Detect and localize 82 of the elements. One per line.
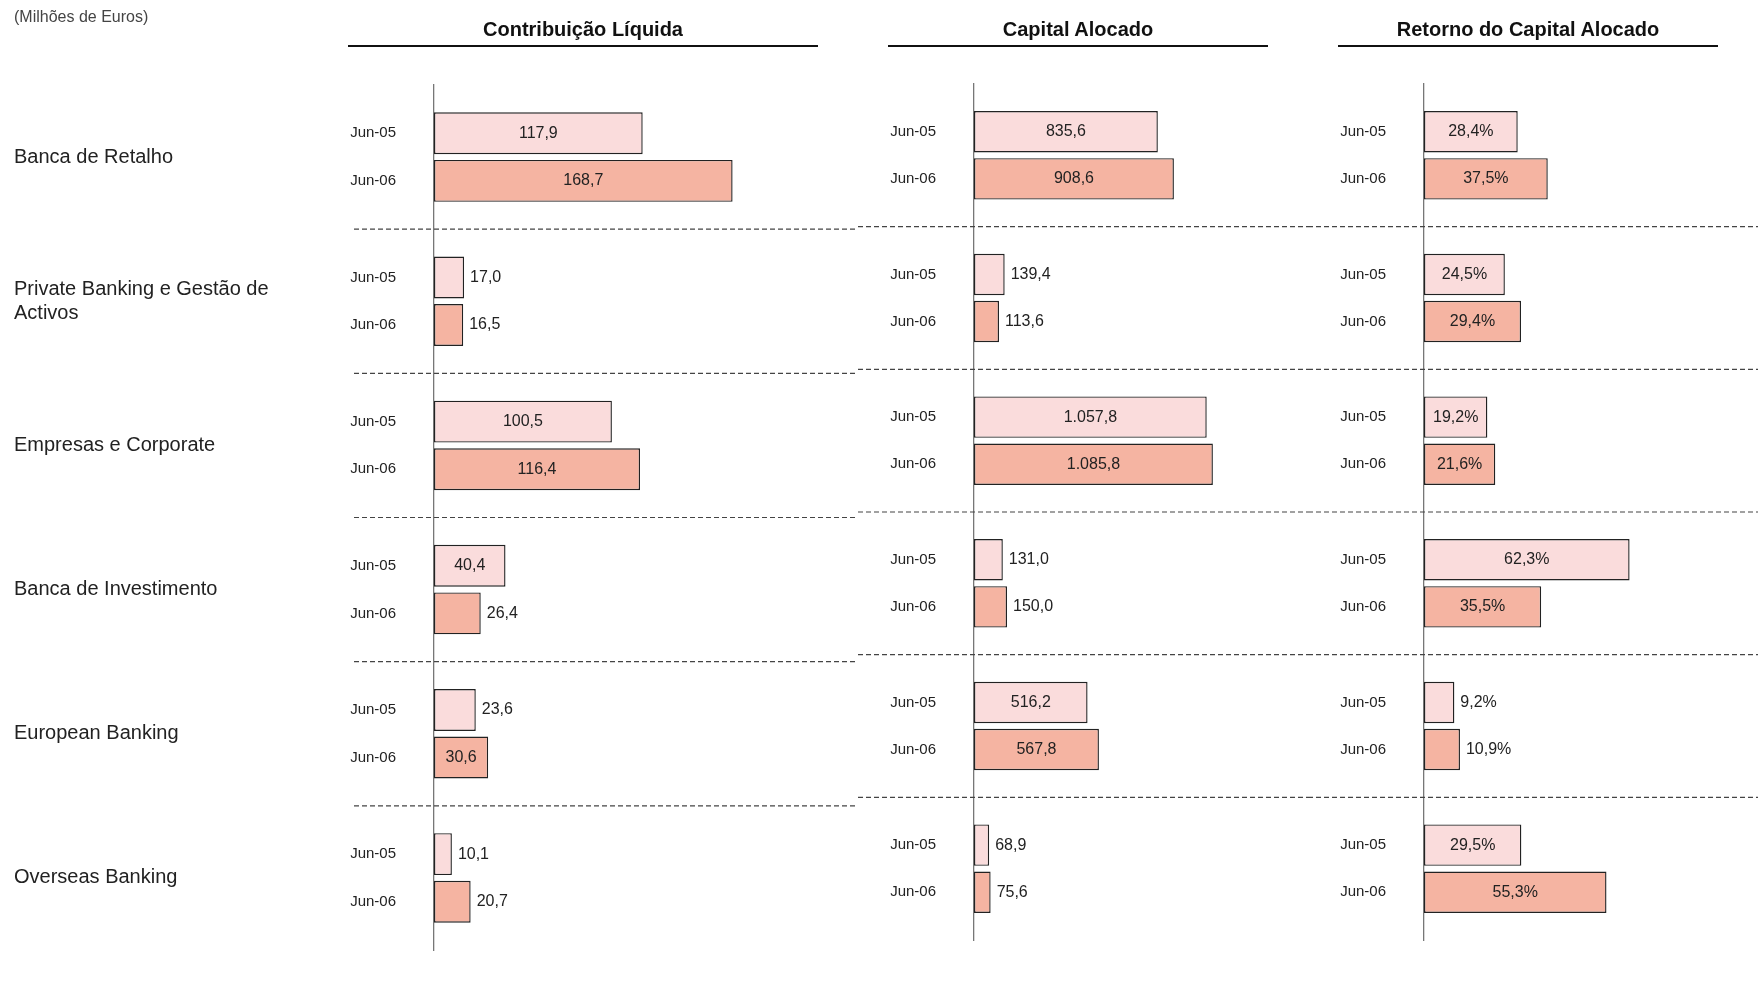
data-label: 117,9: [518, 123, 558, 141]
data-label: 75,6: [996, 882, 1028, 900]
text: Jun-06: [350, 171, 396, 189]
text: Jun-06: [890, 739, 936, 757]
data-label: 9,2%: [1460, 692, 1497, 710]
data-label: 131,0: [1008, 550, 1049, 568]
text: Jun-05: [350, 411, 396, 429]
data-label: 62,3%: [1504, 550, 1550, 568]
data-label: 68,9: [995, 835, 1027, 853]
y-tick-label: Private Banking e Gestão de Activos: [14, 276, 269, 323]
data-label: 139,4: [1010, 264, 1051, 282]
text: Jun-06: [890, 311, 936, 329]
data-label: 40,4: [454, 556, 486, 574]
data-label: 19,2%: [1432, 407, 1479, 425]
text: Jun-06: [1340, 454, 1386, 472]
data-label: 168,7: [563, 171, 604, 189]
data-label: 29,5%: [1449, 835, 1496, 853]
y-tick-label: Empresas e Corporate: [14, 432, 216, 455]
text: Jun-05: [1340, 549, 1386, 567]
data-label: 20,7: [476, 892, 508, 910]
data-label: 16,5: [469, 315, 501, 333]
text: Jun-05: [1340, 835, 1386, 853]
text: Jun-06: [890, 454, 936, 472]
data-label: 21,6%: [1436, 454, 1483, 472]
text: Jun-05: [1340, 407, 1386, 425]
text: Jun-06: [350, 603, 396, 621]
data-label: 10,9%: [1465, 739, 1512, 757]
data-label: 23,6: [481, 700, 514, 718]
data-label: 835,6: [1045, 122, 1087, 140]
text: Jun-06: [350, 891, 396, 909]
text: Jun-05: [890, 264, 936, 282]
text: Jun-06: [890, 169, 936, 187]
chart-title: Capital Alocado: [888, 18, 1268, 47]
data-label: 28,4%: [1448, 122, 1494, 140]
data-label: 17,0: [470, 267, 502, 285]
text: Jun-06: [890, 882, 936, 900]
text: Jun-06: [1340, 739, 1386, 757]
text: Jun-06: [1340, 597, 1386, 615]
text: Jun-05: [890, 407, 936, 425]
y-tick-label: Banca de Retalho: [14, 144, 174, 167]
data-label: 516,2: [1010, 692, 1051, 710]
y-tick-label: Banca de Investimento: [14, 577, 218, 600]
text: Jun-05: [350, 700, 396, 718]
text: Jun-05: [350, 123, 396, 141]
text: Jun-05: [1340, 121, 1386, 139]
text: Jun-05: [890, 121, 936, 139]
text: Jun-05: [890, 692, 936, 710]
text: Jun-05: [1340, 692, 1386, 710]
text: Jun-05: [890, 549, 936, 567]
text: Jun-05: [890, 835, 936, 853]
data-label: 30,6: [445, 747, 477, 765]
text: Jun-06: [350, 747, 396, 765]
text: Jun-06: [1340, 311, 1386, 329]
data-label: 37,5%: [1463, 169, 1509, 187]
text: Jun-06: [1340, 882, 1386, 900]
data-label: 150,0: [1013, 597, 1054, 615]
text: Jun-06: [890, 597, 936, 615]
data-label: 24,5%: [1441, 264, 1488, 282]
text: Jun-05: [350, 267, 396, 285]
data-label: 10,1: [457, 844, 490, 862]
data-label: 113,6: [1004, 311, 1044, 329]
text: Jun-05: [350, 844, 396, 862]
text: Jun-05: [1340, 264, 1386, 282]
data-label: 1.085,8: [1066, 454, 1121, 472]
data-label: 55,3%: [1492, 882, 1538, 900]
data-label: 1.057,8: [1063, 407, 1118, 425]
data-label: 100,5: [502, 412, 544, 430]
text: Jun-06: [350, 315, 396, 333]
data-label: 26,4: [486, 603, 518, 621]
y-tick-label: Overseas Banking: [14, 865, 178, 888]
data-label: 908,6: [1053, 169, 1095, 187]
text: Jun-06: [350, 459, 396, 477]
data-label: 567,8: [1016, 739, 1057, 757]
text: (Milhões de Euros): [14, 8, 149, 26]
text: Jun-05: [350, 555, 396, 573]
chart-title: Contribuição Líquida: [348, 18, 818, 47]
data-label: 116,4: [517, 459, 557, 477]
data-label: 29,4%: [1449, 311, 1496, 329]
text: Jun-06: [1340, 169, 1386, 187]
data-label: 35,5%: [1459, 597, 1506, 615]
y-tick-label: European Banking: [14, 721, 179, 744]
chart-title: Retorno do Capital Alocado: [1338, 18, 1718, 47]
